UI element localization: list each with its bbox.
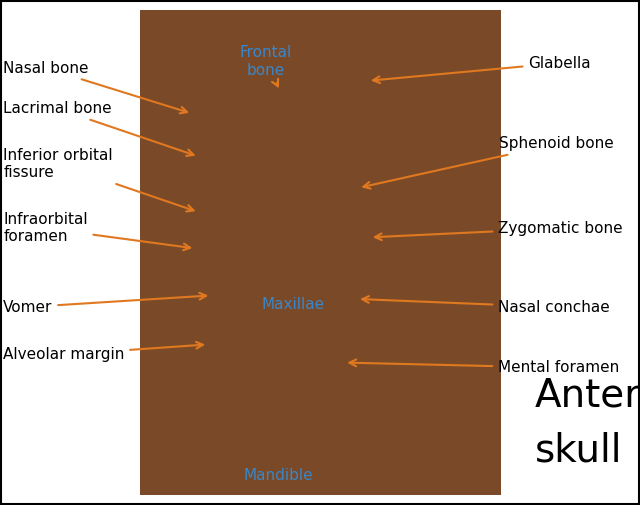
Text: Maxillae: Maxillae xyxy=(262,296,324,312)
Text: Frontal
bone: Frontal bone xyxy=(239,45,292,86)
FancyBboxPatch shape xyxy=(140,10,501,495)
Text: Sphenoid bone: Sphenoid bone xyxy=(364,136,614,188)
Text: Vomer: Vomer xyxy=(3,293,206,315)
Text: Glabella: Glabella xyxy=(373,56,591,83)
Text: Inferior orbital
fissure: Inferior orbital fissure xyxy=(3,148,193,212)
Text: Nasal conchae: Nasal conchae xyxy=(362,296,610,315)
Text: skull: skull xyxy=(534,432,622,470)
Text: Nasal bone: Nasal bone xyxy=(3,61,187,113)
Text: Mental foramen: Mental foramen xyxy=(349,360,619,375)
Text: Zygomatic bone: Zygomatic bone xyxy=(375,221,623,240)
Text: Mandible: Mandible xyxy=(244,468,313,483)
Text: Infraorbital
foramen: Infraorbital foramen xyxy=(3,212,190,250)
Text: Alveolar margin: Alveolar margin xyxy=(3,342,203,362)
Text: Anterior: Anterior xyxy=(534,376,640,414)
Text: Lacrimal bone: Lacrimal bone xyxy=(3,101,193,156)
